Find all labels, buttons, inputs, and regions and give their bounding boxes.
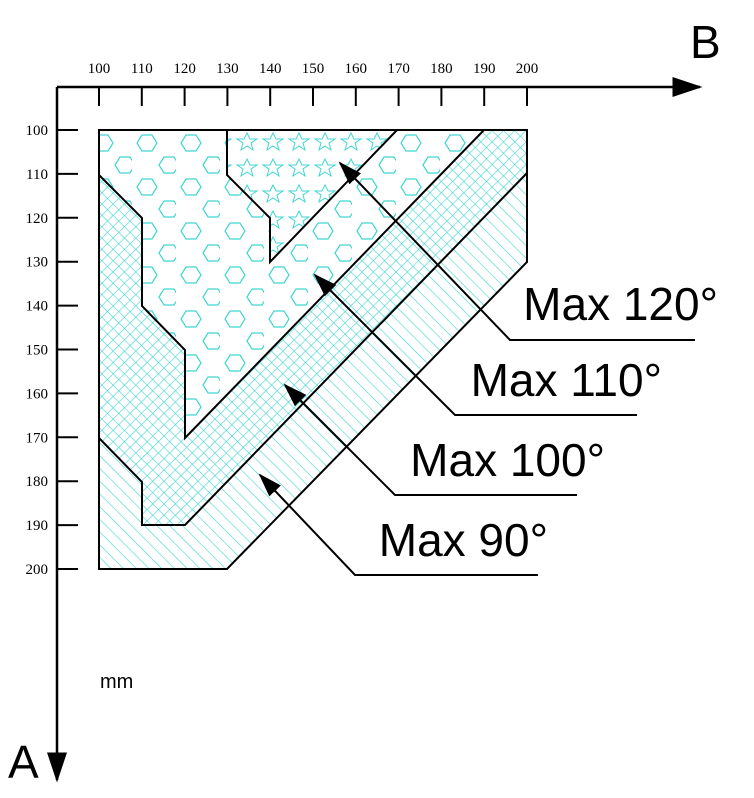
unit-label: mm (100, 671, 133, 693)
y-tick-label: 150 (26, 343, 49, 359)
zone-label: Max 90° (379, 514, 548, 566)
zone-label: Max 100° (410, 434, 605, 486)
x-tick-label: 200 (516, 61, 539, 77)
y-tick-label: 170 (26, 430, 49, 446)
x-tick-label: 170 (387, 61, 410, 77)
y-tick-label: 180 (26, 474, 49, 490)
y-tick-label: 190 (26, 518, 49, 534)
y-tick-label: 160 (26, 386, 49, 402)
y-tick-label: 140 (26, 299, 49, 315)
y-tick-label: 110 (26, 167, 48, 183)
y-tick-label: 100 (26, 123, 49, 139)
x-tick-label: 190 (473, 61, 496, 77)
x-tick-label: 150 (302, 61, 325, 77)
x-tick-label: 180 (430, 61, 453, 77)
y-axis-label: A (8, 736, 39, 788)
x-tick-label: 100 (88, 61, 111, 77)
zone-label: Max 110° (471, 354, 662, 406)
zone-label: Max 120° (523, 278, 718, 330)
y-tick-label: 200 (26, 562, 49, 578)
x-tick-label: 160 (345, 61, 368, 77)
x-tick-label: 130 (216, 61, 239, 77)
zone-outlines (98, 129, 528, 570)
x-tick-label: 110 (131, 61, 153, 77)
x-tick-label: 120 (173, 61, 196, 77)
y-tick-label: 130 (26, 255, 49, 271)
zone-110 (99, 130, 484, 438)
y-tick-label: 120 (26, 211, 49, 227)
zone-90 (99, 173, 527, 569)
zone-100 (99, 130, 527, 525)
x-tick-label: 140 (259, 61, 282, 77)
x-axis-label: B (690, 16, 721, 68)
leaders (258, 161, 695, 576)
